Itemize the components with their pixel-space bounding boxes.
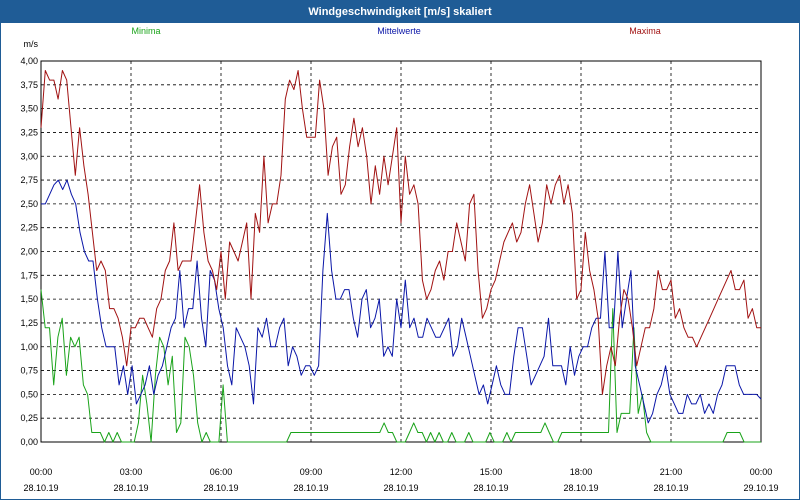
y-tick-label: 1,00 [20,342,38,352]
legend-maxima: Maxima [629,26,661,36]
wind-speed-chart: 0,00 0,25 0,50 0,75 1,00 1,25 1,50 1,75 2,00 2,25… [20,26,778,493]
y-tick-label: 0,50 [20,389,38,399]
x-tick-date: 28.10.19 [203,483,238,493]
series-line-maxima [40,70,761,395]
y-tick-label: 2,50 [20,199,38,209]
y-tick-label: 3,50 [20,104,38,114]
x-tick-time: 12:00 [390,467,413,477]
x-tick-time: 00:00 [30,467,53,477]
y-tick-label: 2,25 [20,223,38,233]
x-tick-date: 29.10.19 [743,483,778,493]
x-tick-date: 28.10.19 [23,483,58,493]
y-tick-label: 3,00 [20,151,38,161]
x-tick-date: 28.10.19 [473,483,508,493]
x-tick-time: 00:00 [750,467,773,477]
y-tick-label: 0,00 [20,437,38,447]
window-title: Windgeschwindigkeit [m/s] skaliert [1,1,799,23]
x-tick-date: 28.10.19 [653,483,688,493]
x-tick-time: 21:00 [660,467,683,477]
x-tick-date: 28.10.19 [293,483,328,493]
x-tick-time: 15:00 [480,467,503,477]
series-line-mittelwerte [41,179,762,424]
y-tick-label: 2,75 [20,175,38,185]
y-tick-label: 2,00 [20,247,38,257]
x-tick-time: 06:00 [210,467,233,477]
y-tick-label: 1,75 [20,270,38,280]
x-tick-date: 28.10.19 [113,483,148,493]
y-tick-label: 3,75 [20,80,38,90]
x-tick-time: 18:00 [570,467,593,477]
x-tick-time: 03:00 [120,467,143,477]
y-tick-label: 1,50 [20,294,38,304]
y-tick-label: 3,25 [20,127,38,137]
series-line-minima [40,289,761,443]
y-tick-label: 1,25 [20,318,38,328]
x-tick-date: 28.10.19 [383,483,418,493]
y-axis-label: m/s [24,39,39,49]
x-tick-date: 28.10.19 [563,483,598,493]
x-tick-time: 09:00 [300,467,323,477]
legend-minima: Minima [131,26,160,36]
legend-mittelwerte: Mittelwerte [377,26,421,36]
y-tick-label: 4,00 [20,56,38,66]
y-tick-label: 0,25 [20,413,38,423]
y-tick-label: 0,75 [20,366,38,376]
